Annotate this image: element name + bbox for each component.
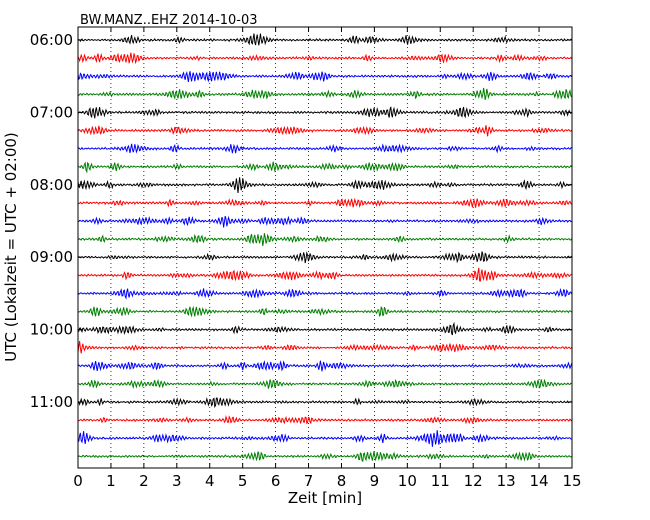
seismic-trace [77, 125, 573, 137]
x-tick-label: 10 [398, 472, 417, 490]
seismic-trace [77, 52, 572, 65]
y-tick-label: 10:00 [30, 321, 73, 339]
seismic-trace [77, 321, 572, 336]
x-tick-label: 12 [464, 472, 483, 490]
seismic-trace [77, 106, 573, 119]
plot-title: BW.MANZ..EHZ 2014-10-03 [80, 13, 258, 28]
seismic-trace [77, 305, 572, 318]
x-tick-label: 14 [530, 472, 549, 490]
seismic-trace [77, 451, 572, 463]
x-tick-label: 8 [337, 472, 347, 490]
seismic-trace [77, 143, 572, 154]
y-tick-label: 06:00 [30, 31, 73, 49]
x-tick-label: 7 [304, 472, 314, 490]
seismic-trace [77, 215, 572, 228]
x-tick-label: 4 [205, 472, 215, 490]
seismic-trace [77, 197, 572, 208]
seismic-trace [77, 267, 572, 282]
seismic-trace [77, 340, 572, 354]
y-tick-label: 07:00 [30, 103, 73, 121]
seismic-trace [77, 161, 573, 174]
y-tick-label: 08:00 [30, 176, 73, 194]
vertical-gridlines [110, 27, 540, 468]
seismic-trace [77, 233, 573, 247]
x-tick-label: 9 [370, 472, 380, 490]
seismic-trace [77, 287, 573, 300]
x-tick-label: 5 [238, 472, 248, 490]
y-tick-label: 09:00 [30, 248, 73, 266]
x-tick-label: 11 [431, 472, 450, 490]
seismic-trace [77, 251, 572, 264]
x-axis-ticks: 0 1 2 3 4 5 6 7 8 9 10 11 12 13 14 15 [73, 27, 582, 490]
plot-frame [77, 26, 573, 469]
seismic-trace [77, 70, 573, 83]
x-tick-label: 6 [271, 472, 281, 490]
seismic-trace [77, 33, 572, 46]
seismic-trace [77, 396, 572, 409]
seismic-trace [77, 430, 572, 447]
y-axis-label: UTC (Lokalzeit = UTC + 02:00) [2, 132, 20, 362]
y-tick-label: 11:00 [30, 393, 73, 411]
y-axis-ticks: 06:00 07:00 08:00 09:00 10:00 11:00 [30, 31, 572, 411]
x-axis-label: Zeit [min] [288, 489, 362, 507]
x-tick-label: 15 [562, 472, 581, 490]
seismic-trace [77, 415, 572, 425]
seismic-trace [77, 177, 572, 193]
trace-group [77, 33, 573, 463]
x-tick-label: 1 [106, 472, 116, 490]
x-tick-label: 13 [497, 472, 516, 490]
x-tick-label: 3 [172, 472, 182, 490]
seismic-trace [77, 378, 572, 390]
seismic-trace [77, 87, 573, 101]
x-tick-label: 2 [139, 472, 149, 490]
seismic-trace [77, 360, 573, 372]
x-tick-label: 0 [73, 472, 83, 490]
